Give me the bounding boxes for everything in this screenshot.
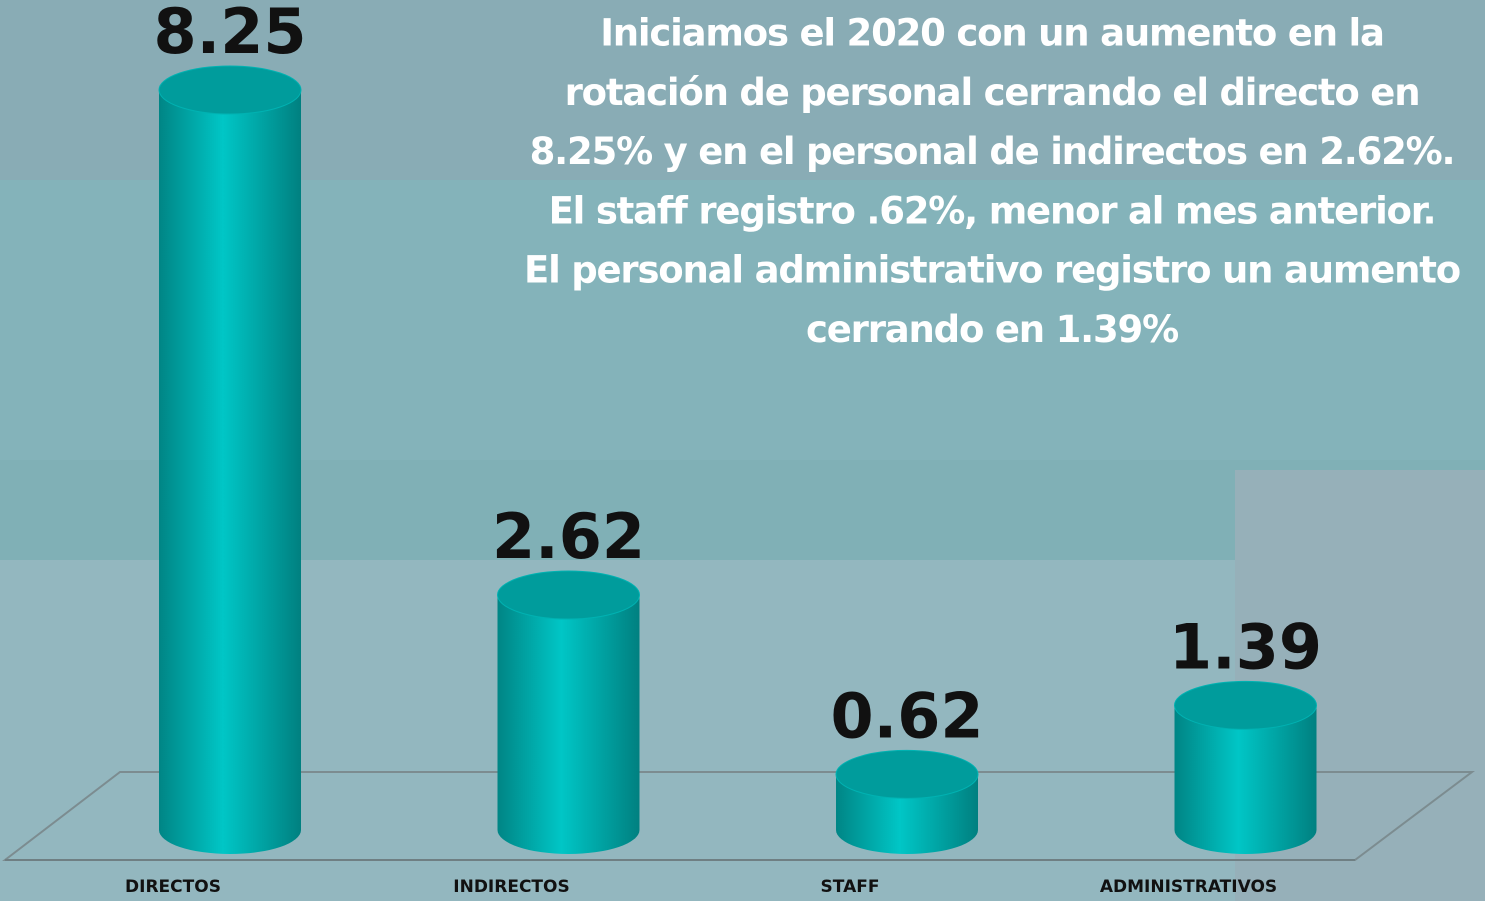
bar-top [497,570,640,620]
value-label: 1.39 [1169,610,1322,683]
x-tick-label: ADMINISTRATIVOS [1100,877,1277,897]
bar [1174,705,1317,855]
annotation: Iniciamos el 2020 con un aumento en la ro… [524,12,1461,352]
value-label: 2.62 [492,500,645,573]
bar-top [835,749,979,799]
x-tick-label: INDIRECTOS [453,877,569,897]
bar [159,90,301,854]
annotation-line: El personal administrativo registro un a… [524,249,1460,292]
annotation-line: 8.25% y en el personal de indirectos en … [530,130,1455,173]
annotation-line: rotación de personal cerrando el directo… [565,71,1420,114]
bar-top [1174,680,1317,730]
value-label: 0.62 [831,679,984,752]
bar [497,594,640,855]
annotation-line: cerrando en 1.39% [806,308,1178,351]
value-label: 8.25 [154,0,307,68]
bar-top [158,65,302,115]
annotation-line: Iniciamos el 2020 con un aumento en la [600,12,1384,55]
x-tick-label: DIRECTOS [125,877,221,897]
annotation-line: El staff registro .62%, menor al mes ant… [549,189,1436,232]
x-tick-label: STAFF [821,877,880,897]
